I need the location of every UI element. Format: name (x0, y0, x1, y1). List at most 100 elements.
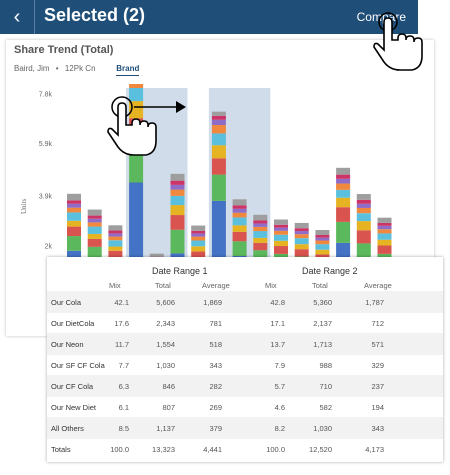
bar-segment[interactable] (336, 189, 351, 198)
tab-brand[interactable]: Brand (116, 64, 140, 76)
bar-segment[interactable] (211, 111, 226, 116)
bar-segment[interactable] (336, 178, 351, 184)
bar-segment[interactable] (274, 219, 288, 225)
bar-segment[interactable] (108, 250, 123, 258)
bar-segment[interactable] (274, 230, 288, 235)
bar-segment[interactable] (170, 180, 185, 185)
bar-segment[interactable] (377, 239, 392, 246)
bar-segment[interactable] (336, 221, 351, 243)
bar-segment[interactable] (253, 242, 268, 251)
bar-segment[interactable] (211, 115, 226, 120)
bar-segment[interactable] (87, 209, 102, 216)
bar-segment[interactable] (87, 218, 102, 223)
bar-segment[interactable] (191, 233, 206, 237)
bar-segment[interactable] (356, 213, 371, 222)
bar-segment[interactable] (294, 234, 309, 239)
bar-segment[interactable] (211, 119, 226, 126)
bar-segment[interactable] (274, 234, 288, 241)
bar-segment[interactable] (211, 125, 226, 134)
bar-segment[interactable] (253, 231, 268, 238)
bar-segment[interactable] (377, 222, 392, 226)
bar-segment[interactable] (315, 249, 330, 255)
bar-segment[interactable] (274, 240, 288, 247)
bar-segment[interactable] (108, 236, 123, 241)
bar-segment[interactable] (356, 221, 371, 231)
bar-segment[interactable] (170, 205, 185, 216)
bar-segment[interactable] (377, 233, 392, 240)
bar-segment[interactable] (108, 225, 123, 231)
bar-segment[interactable] (170, 215, 185, 230)
bar-segment[interactable] (294, 222, 309, 229)
bar-segment[interactable] (356, 203, 371, 208)
bar-segment[interactable] (87, 246, 102, 259)
bar-segment[interactable] (315, 237, 330, 241)
bar-segment[interactable] (274, 227, 288, 231)
bar-segment[interactable] (356, 194, 371, 200)
bar-segment[interactable] (67, 207, 81, 213)
bar-segment[interactable] (253, 237, 268, 243)
bar-segment[interactable] (253, 250, 268, 262)
bar-segment[interactable] (87, 226, 102, 234)
bar-segment[interactable] (315, 235, 330, 238)
bar-segment[interactable] (294, 238, 309, 245)
bar-segment[interactable] (232, 241, 247, 256)
bar-segment[interactable] (211, 133, 226, 146)
bar-segment[interactable] (108, 230, 123, 234)
bar-segment[interactable] (211, 145, 226, 159)
bar-segment[interactable] (108, 240, 123, 247)
bar-segment[interactable] (129, 84, 144, 88)
bar-segment[interactable] (315, 244, 330, 250)
bar-segment[interactable] (232, 208, 247, 213)
bar-segment[interactable] (170, 229, 185, 254)
bar-segment[interactable] (87, 233, 102, 239)
filter-rep[interactable]: Baird, Jim (14, 64, 50, 73)
bar-segment[interactable] (274, 246, 288, 254)
bar-segment[interactable] (336, 207, 351, 222)
bar-segment[interactable] (129, 88, 144, 102)
bar-segment[interactable] (67, 236, 81, 251)
bar-segment[interactable] (211, 158, 226, 175)
bar-segment[interactable] (232, 199, 247, 206)
bar-segment[interactable] (87, 222, 102, 227)
bar-segment[interactable] (253, 220, 268, 224)
bar-segment[interactable] (253, 226, 268, 232)
bar-segment[interactable] (67, 200, 81, 204)
bar-segment[interactable] (170, 173, 185, 181)
bar-segment[interactable] (67, 203, 81, 208)
bar-segment[interactable] (377, 245, 392, 254)
bar-segment[interactable] (87, 215, 102, 219)
bar-segment[interactable] (294, 228, 309, 232)
bar-segment[interactable] (232, 231, 247, 242)
bar-segment[interactable] (294, 244, 309, 250)
bar-segment[interactable] (253, 223, 268, 227)
bar-segment[interactable] (356, 230, 371, 244)
bar-segment[interactable] (87, 238, 102, 247)
bar-segment[interactable] (67, 226, 81, 237)
filter-package[interactable]: 12Pk Cn (64, 64, 96, 73)
bar-segment[interactable] (191, 230, 206, 234)
bar-segment[interactable] (274, 224, 288, 228)
bar-segment[interactable] (67, 212, 81, 221)
bar-segment[interactable] (170, 189, 185, 196)
bar-segment[interactable] (232, 212, 247, 218)
bar-segment[interactable] (232, 205, 247, 209)
back-button[interactable]: ‹ (0, 0, 35, 34)
bar-segment[interactable] (356, 207, 371, 214)
bar-segment[interactable] (170, 184, 185, 190)
bar-segment[interactable] (336, 167, 351, 175)
bar-segment[interactable] (211, 174, 226, 201)
bar-segment[interactable] (67, 220, 81, 227)
bar-segment[interactable] (336, 197, 351, 208)
bar-segment[interactable] (377, 225, 392, 230)
bar-segment[interactable] (108, 246, 123, 251)
bar-segment[interactable] (67, 193, 81, 201)
bar-segment[interactable] (191, 246, 206, 252)
bar-segment[interactable] (170, 195, 185, 206)
bar-segment[interactable] (253, 214, 268, 221)
bar-segment[interactable] (315, 230, 330, 235)
bar-segment[interactable] (336, 183, 351, 190)
bar-segment[interactable] (149, 253, 164, 257)
bar-segment[interactable] (356, 199, 371, 204)
bar-segment[interactable] (232, 225, 247, 232)
bar-segment[interactable] (315, 240, 330, 245)
